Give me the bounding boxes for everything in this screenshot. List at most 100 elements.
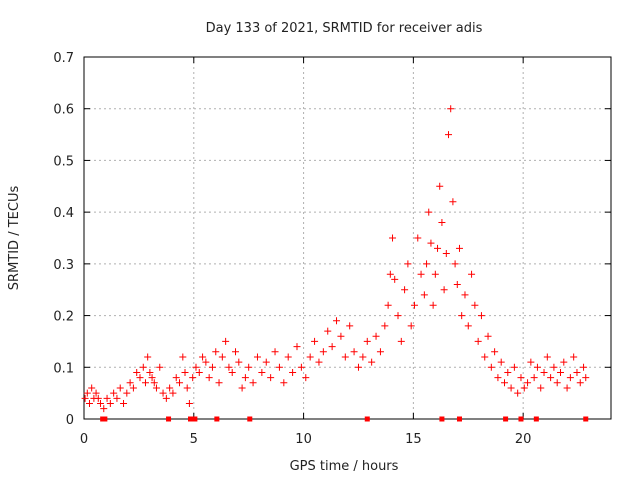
data-point: [162, 394, 170, 402]
data-point: [524, 379, 532, 387]
data-point: [133, 368, 141, 376]
data-point: [249, 379, 257, 387]
data-point: [442, 250, 450, 258]
grid-lines: [84, 57, 611, 419]
data-point: [553, 379, 561, 387]
data-point: [420, 291, 428, 299]
data-point: [487, 363, 495, 371]
data-point: [172, 374, 180, 382]
y-tick-label: 0.4: [53, 206, 74, 221]
data-point: [148, 374, 156, 382]
data-point: [530, 374, 538, 382]
x-axis-label: GPS time / hours: [290, 459, 399, 474]
data-point: [81, 394, 89, 402]
data-point: [449, 198, 457, 206]
data-point: [333, 317, 341, 325]
data-point: [550, 363, 558, 371]
data-point: [423, 260, 431, 268]
data-point: [372, 332, 380, 340]
y-tick-label: 0.3: [53, 258, 74, 273]
data-point: [359, 353, 367, 361]
data-point: [491, 348, 499, 356]
data-point: [179, 353, 187, 361]
data-point: [570, 353, 578, 361]
data-point: [253, 353, 261, 361]
data-point: [481, 353, 489, 361]
data-point: [289, 368, 297, 376]
data-point: [293, 343, 301, 351]
data-point: [501, 379, 509, 387]
data-point: [354, 363, 362, 371]
data-point: [468, 270, 476, 278]
gap-marker: [247, 416, 253, 422]
data-point: [126, 379, 134, 387]
gap-marker: [364, 416, 370, 422]
data-point: [404, 260, 412, 268]
data-point: [440, 286, 448, 294]
data-point: [136, 374, 144, 382]
data-point: [315, 358, 323, 366]
data-point: [455, 244, 463, 252]
gap-marker: [187, 416, 193, 422]
data-point: [494, 374, 502, 382]
data-point: [573, 368, 581, 376]
data-point: [271, 348, 279, 356]
data-point: [384, 301, 392, 309]
data-point: [537, 384, 545, 392]
data-point: [96, 399, 104, 407]
data-point: [391, 275, 399, 283]
x-tick-label: 10: [295, 432, 312, 447]
data-point: [176, 379, 184, 387]
data-point: [540, 368, 548, 376]
data-point: [434, 244, 442, 252]
data-point: [235, 358, 243, 366]
data-point: [504, 368, 512, 376]
data-point: [106, 399, 114, 407]
data-point: [427, 239, 435, 247]
data-point: [520, 384, 528, 392]
y-tick-label: 0.7: [53, 51, 74, 66]
data-point: [146, 368, 154, 376]
gap-marker: [503, 416, 509, 422]
data-point: [129, 384, 137, 392]
data-point: [208, 363, 216, 371]
data-point: [232, 348, 240, 356]
data-point: [94, 394, 102, 402]
data-point: [123, 389, 131, 397]
data-point: [394, 312, 402, 320]
data-point: [547, 374, 555, 382]
data-point: [181, 368, 189, 376]
data-point: [386, 270, 394, 278]
data-point: [410, 301, 418, 309]
data-point: [88, 384, 96, 392]
gap-marker: [214, 416, 220, 422]
axis-ticks: 0 0.1 0.2 0.3 0.4 0.5 0.6 0.7 0 5 10 15 20: [53, 51, 611, 447]
data-point: [580, 363, 588, 371]
data-point: [582, 374, 590, 382]
y-tick-label: 0.6: [53, 103, 74, 118]
data-point: [563, 384, 571, 392]
data-point: [438, 218, 446, 226]
data-point: [189, 374, 197, 382]
data-point: [431, 270, 439, 278]
data-point: [192, 363, 200, 371]
data-point: [156, 363, 164, 371]
data-point: [110, 389, 118, 397]
data-point: [414, 234, 422, 242]
gap-markers: [100, 416, 589, 422]
data-point: [228, 368, 236, 376]
data-point: [185, 399, 193, 407]
data-point: [92, 389, 100, 397]
data-point: [484, 332, 492, 340]
data-point: [306, 353, 314, 361]
data-point: [381, 322, 389, 330]
data-point: [215, 379, 223, 387]
data-point: [222, 337, 230, 345]
data-point: [401, 286, 409, 294]
data-point: [350, 348, 358, 356]
data-point: [461, 291, 469, 299]
data-point: [328, 343, 336, 351]
gap-marker: [166, 416, 172, 422]
data-point: [376, 348, 384, 356]
data-point: [83, 389, 91, 397]
